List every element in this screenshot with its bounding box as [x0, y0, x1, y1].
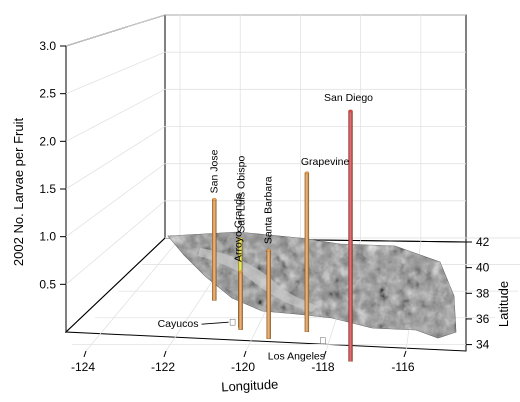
bar-top — [212, 197, 217, 201]
central-valley — [198, 248, 318, 312]
x-tick-mark — [83, 350, 87, 358]
bar-top — [304, 171, 310, 175]
x-tick-label: -124 — [71, 360, 95, 374]
x-tick-mark — [403, 350, 407, 358]
x-tick-label: -116 — [391, 360, 414, 374]
station-label: San Diego — [324, 92, 373, 104]
station-label: Grapevine — [301, 156, 350, 168]
bar-shading — [304, 172, 309, 332]
x-axis-title: Longitude — [221, 377, 279, 395]
zero-marker — [320, 337, 326, 344]
left-wall-gridline — [65, 51, 166, 95]
zero-marker — [229, 318, 236, 326]
z-tick-label: 3.0 — [39, 39, 56, 53]
station-label: Arroyo Grande — [233, 193, 245, 262]
y-tick-label: 42 — [476, 235, 490, 249]
bar-top — [348, 109, 353, 113]
x-tick-label: -118 — [311, 360, 334, 374]
x-tick-label: -122 — [151, 360, 175, 374]
bar-shading — [238, 271, 243, 330]
bar-shading — [348, 110, 353, 362]
y-axis-title: Latitude — [496, 281, 511, 327]
left-wall-gridline — [65, 163, 166, 237]
data-bars — [212, 109, 353, 362]
california-relief-map — [167, 231, 457, 339]
left-wall-gridline — [65, 126, 166, 190]
x-tick-mark — [243, 350, 247, 358]
y-tick-label: 34 — [476, 338, 490, 352]
left-wall-gridline — [65, 88, 166, 142]
bar-top — [238, 270, 243, 274]
y-tick-label: 36 — [476, 312, 490, 326]
x-tick-mark — [163, 350, 167, 358]
bar-top — [266, 248, 271, 252]
station-label: San Jose — [208, 149, 220, 193]
station-label: Cayucos — [158, 318, 199, 330]
axis-ticks: 0.5 1.0 1.5 2.0 2.5 3.0 -124 -122 -120 -118 -116 34… — [39, 39, 489, 374]
z-tick-label: 2.0 — [39, 134, 56, 148]
station-label: Los Angeles — [268, 351, 325, 363]
z-tick-label: 2.5 — [39, 87, 56, 101]
left-wall-gridline — [65, 200, 166, 285]
bar-shading — [212, 199, 217, 301]
z-tick-label: 1.5 — [39, 182, 56, 196]
y-tick-label: 40 — [476, 261, 490, 275]
left-wall-gridline — [65, 14, 166, 47]
leader-line — [201, 321, 229, 325]
y-tick-label: 38 — [476, 286, 490, 300]
z-tick-label: 0.5 — [39, 277, 56, 291]
z-tick-label: 1.0 — [39, 230, 56, 244]
floor-gridline — [85, 237, 181, 352]
x-tick-mark — [323, 350, 327, 358]
bar-top — [238, 237, 243, 241]
map-texture — [168, 232, 456, 338]
bar-shading — [266, 250, 271, 339]
x-tick-label: -120 — [231, 360, 255, 374]
z-axis-title: 2002 No. Larvae per Fruit — [11, 118, 26, 267]
station-label: San Luis Obispo — [235, 156, 247, 233]
station-label: Santa Barbara — [263, 176, 275, 244]
